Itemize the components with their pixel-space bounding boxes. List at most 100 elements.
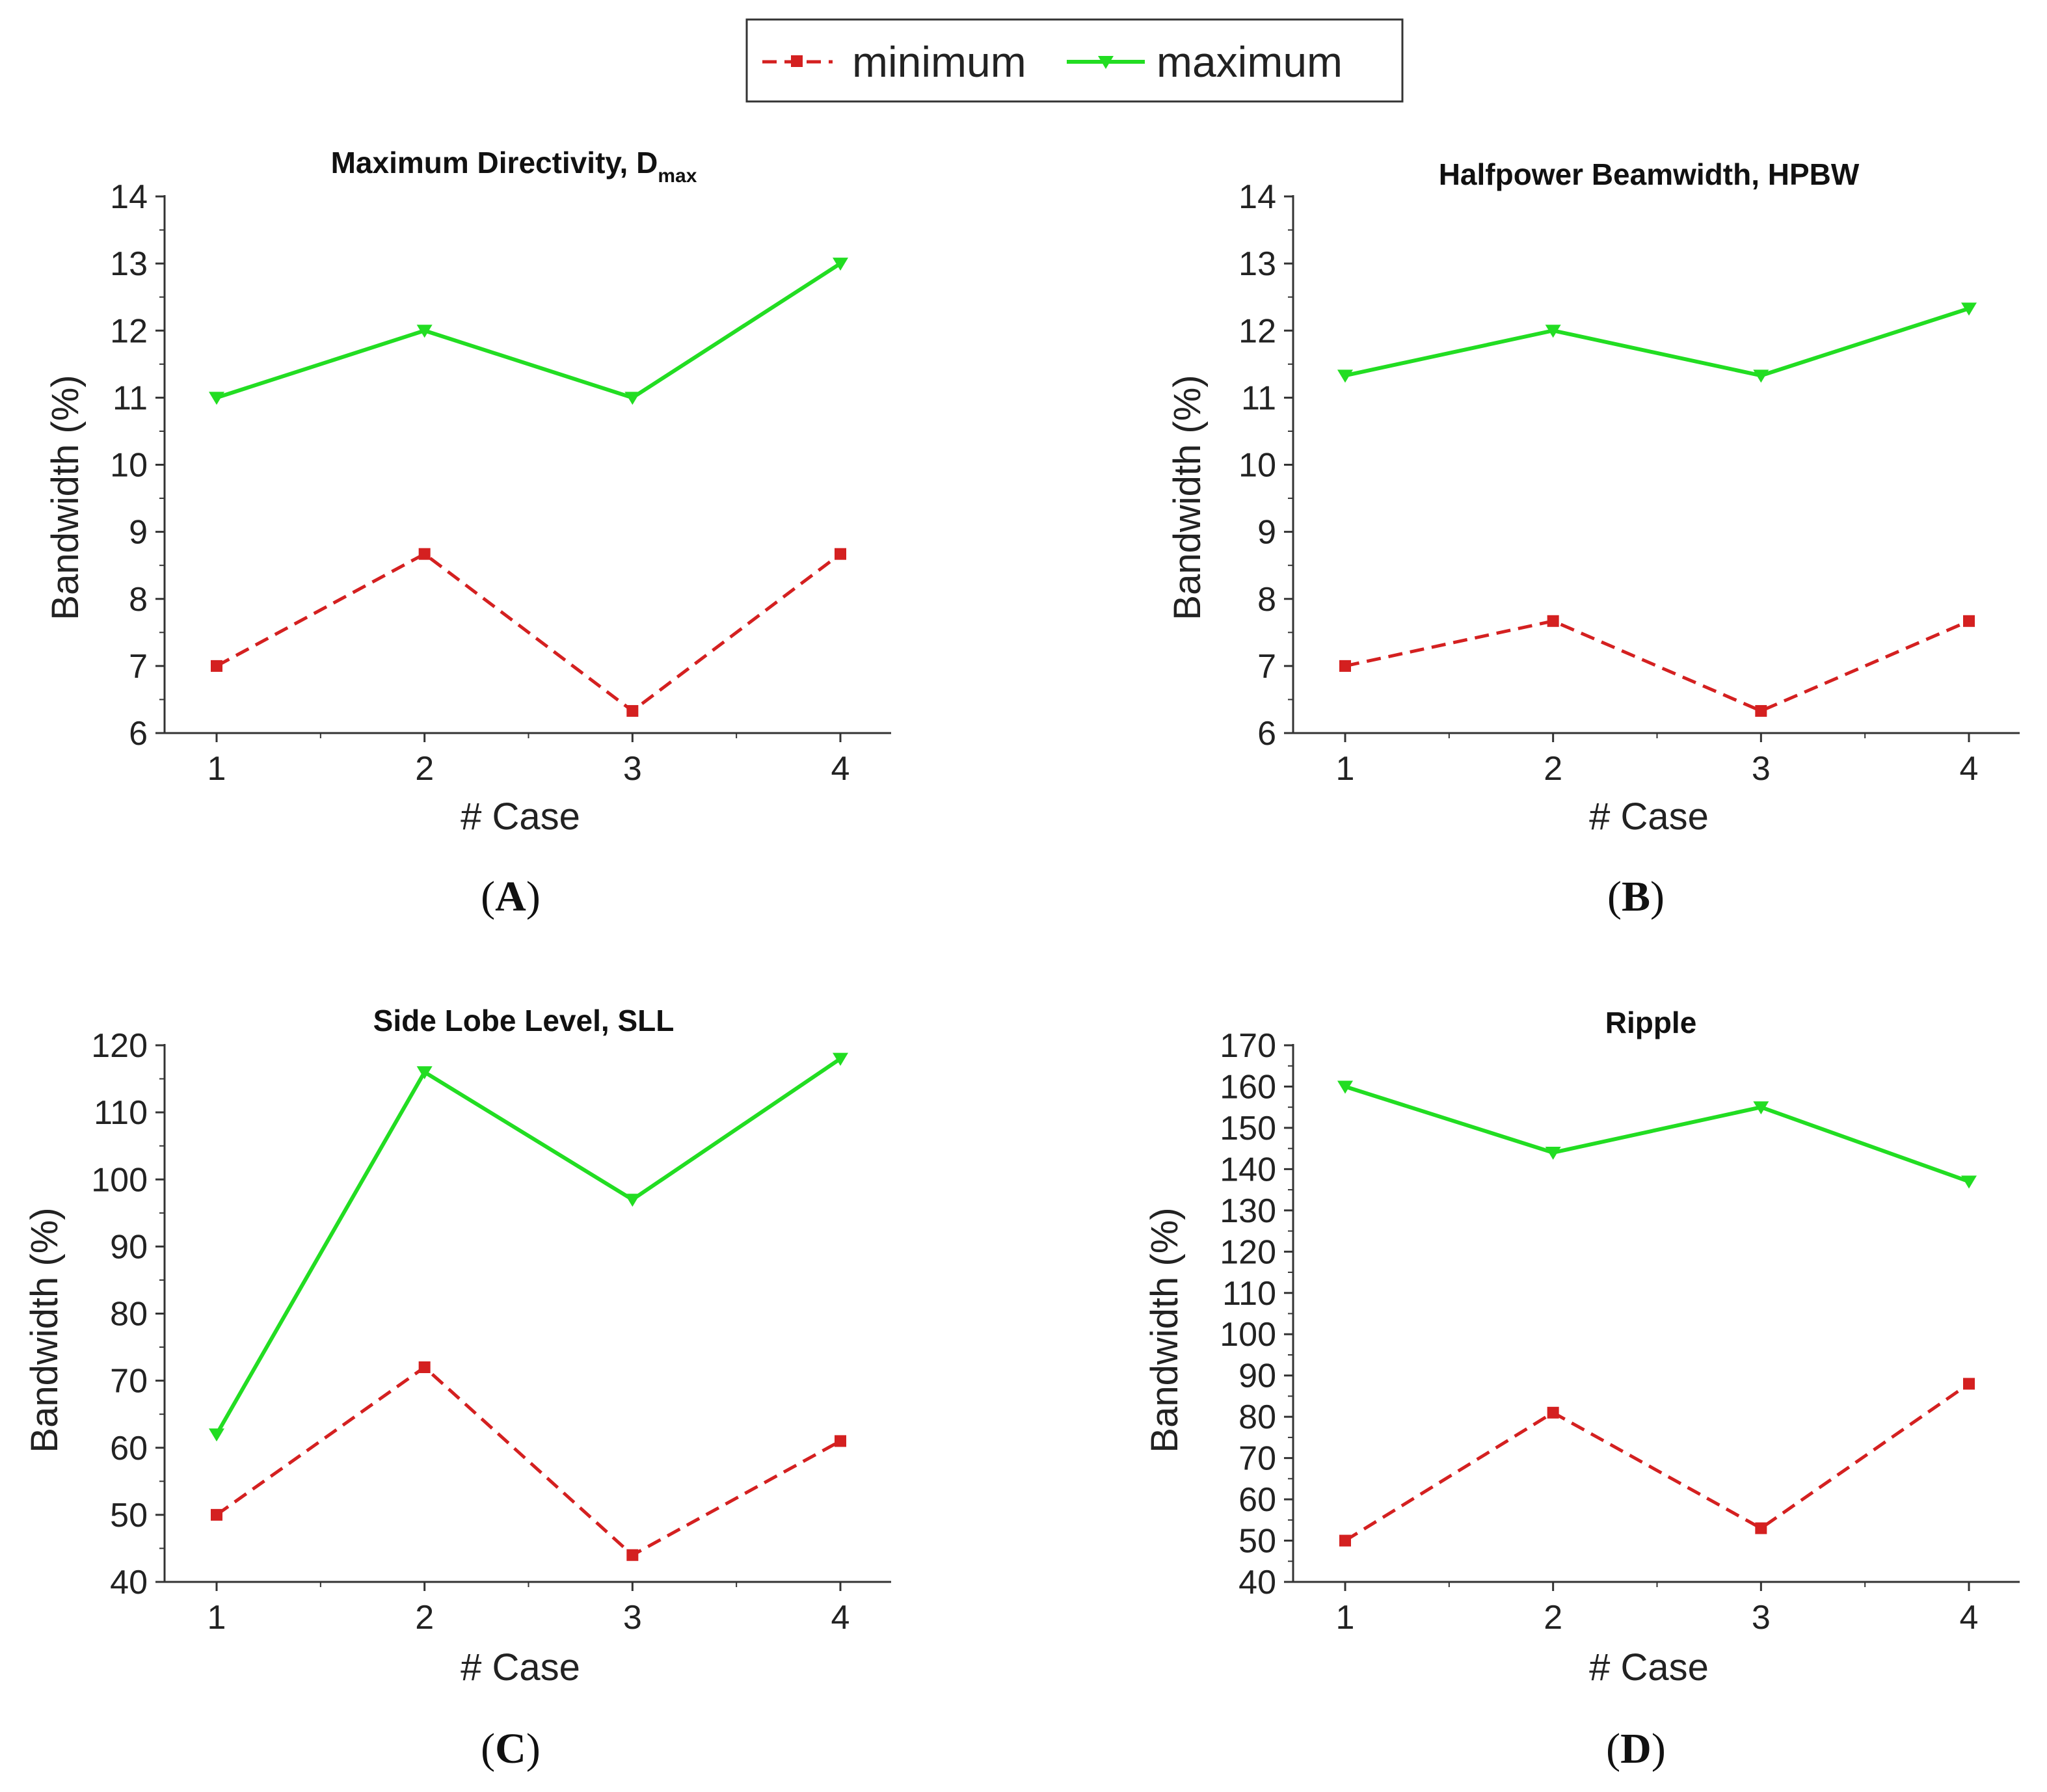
y-tick-label: 13 bbox=[1238, 245, 1276, 283]
data-point-minimum bbox=[835, 548, 846, 560]
data-point-maximum bbox=[833, 258, 848, 271]
data-point-minimum bbox=[1963, 1378, 1975, 1390]
legend-min-label: minimum bbox=[852, 38, 1026, 86]
data-point-maximum bbox=[1961, 302, 1977, 316]
x-tick-label: 3 bbox=[623, 750, 642, 788]
data-point-maximum bbox=[209, 392, 224, 405]
y-tick-label: 6 bbox=[1257, 715, 1276, 753]
y-tick-label: 120 bbox=[91, 1027, 148, 1065]
x-axis-title: # Case bbox=[1589, 796, 1709, 838]
x-tick-label: 3 bbox=[623, 1599, 642, 1637]
panel-b: Halfpower Beamwidth, HPBW 67891011121314… bbox=[1166, 157, 2020, 920]
series-line-minimum bbox=[1344, 1382, 1970, 1542]
x-tick-label: 2 bbox=[415, 1599, 434, 1637]
y-tick-label: 7 bbox=[1257, 648, 1276, 686]
y-tick-label: 11 bbox=[113, 379, 148, 417]
y-tick-label: 8 bbox=[1257, 581, 1276, 619]
chart-title: Maximum Directivity, Dmax bbox=[331, 146, 697, 187]
y-tick-label: 40 bbox=[1238, 1564, 1276, 1601]
data-point-maximum bbox=[416, 325, 433, 338]
legend-min-marker bbox=[791, 55, 803, 67]
y-tick-label: 11 bbox=[1241, 379, 1276, 417]
series-line-maximum bbox=[1345, 1084, 1970, 1184]
data-point-maximum bbox=[1337, 1080, 1353, 1094]
y-tick-label: 100 bbox=[91, 1161, 148, 1199]
data-point-maximum bbox=[1753, 369, 1769, 383]
y-tick-label: 140 bbox=[1220, 1151, 1276, 1188]
data-point-minimum bbox=[626, 704, 639, 717]
y-tick-label: 170 bbox=[1220, 1027, 1276, 1065]
y-tick-label: 10 bbox=[1238, 447, 1276, 485]
data-point-minimum bbox=[418, 1361, 431, 1373]
series-line-maximum bbox=[216, 261, 842, 400]
y-axis-title: Bandwidth (%) bbox=[1166, 375, 1209, 620]
y-tick-label: 60 bbox=[1238, 1481, 1276, 1519]
x-axis-title: # Case bbox=[461, 1646, 580, 1689]
y-tick-label: 13 bbox=[110, 245, 148, 283]
data-point-maximum bbox=[1961, 1175, 1977, 1189]
y-tick-label: 110 bbox=[94, 1094, 148, 1132]
x-axis-title: # Case bbox=[1589, 1646, 1709, 1689]
y-tick-label: 110 bbox=[1222, 1275, 1276, 1313]
x-tick-label: 3 bbox=[1752, 750, 1771, 788]
x-tick-label: 4 bbox=[1960, 750, 1979, 788]
y-tick-label: 8 bbox=[129, 581, 148, 619]
x-tick-label: 1 bbox=[1336, 1599, 1355, 1637]
panel-c: Side Lobe Level, SLL 40 50 60 70 80 90 100 110 1… bbox=[23, 1004, 891, 1772]
legend-max-label: maximum bbox=[1157, 38, 1343, 86]
x-tick-label: 1 bbox=[207, 750, 226, 788]
y-tick-label: 10 bbox=[110, 447, 148, 485]
data-point-maximum bbox=[624, 392, 641, 405]
data-point-minimum bbox=[1339, 1534, 1351, 1547]
chart-title: Side Lobe Level, SLL bbox=[373, 1004, 675, 1037]
y-tick-label: 100 bbox=[1220, 1316, 1276, 1354]
y-tick-label: 160 bbox=[1220, 1068, 1276, 1106]
y-axis-title: Bandwidth (%) bbox=[1144, 1207, 1186, 1452]
x-tick-label: 1 bbox=[207, 1599, 226, 1637]
data-point-maximum bbox=[833, 1052, 848, 1066]
data-point-minimum bbox=[211, 1508, 222, 1521]
x-axis-title: # Case bbox=[461, 796, 580, 838]
data-point-maximum bbox=[1753, 1101, 1769, 1115]
series-line-minimum bbox=[215, 1365, 842, 1557]
y-tick-label: 50 bbox=[110, 1497, 148, 1534]
x-tick-label: 4 bbox=[1960, 1599, 1979, 1637]
x-tick-label: 2 bbox=[1544, 1599, 1562, 1637]
y-tick-label: 150 bbox=[1220, 1110, 1276, 1147]
panel-label: (B) bbox=[1607, 873, 1665, 920]
y-tick-label: 40 bbox=[110, 1564, 148, 1601]
y-tick-label: 6 bbox=[129, 715, 148, 753]
x-tick-label: 3 bbox=[1752, 1599, 1771, 1637]
data-point-minimum bbox=[1963, 615, 1975, 627]
panel-label: (C) bbox=[481, 1725, 541, 1772]
data-point-maximum bbox=[1337, 369, 1353, 383]
data-point-maximum bbox=[1545, 325, 1561, 338]
x-tick-label: 2 bbox=[415, 750, 434, 788]
data-point-minimum bbox=[626, 1549, 639, 1561]
data-point-minimum bbox=[1339, 660, 1351, 672]
y-tick-label: 120 bbox=[1220, 1233, 1276, 1271]
data-point-minimum bbox=[1547, 615, 1559, 627]
y-axis-title: Bandwidth (%) bbox=[44, 375, 87, 620]
y-tick-label: 130 bbox=[1220, 1192, 1276, 1230]
series-line-minimum bbox=[1345, 619, 1970, 713]
data-point-minimum bbox=[1755, 1522, 1767, 1534]
y-tick-label: 60 bbox=[110, 1430, 148, 1467]
chart-title: Ripple bbox=[1605, 1006, 1697, 1039]
panel-label: (A) bbox=[481, 873, 541, 920]
y-tick-label: 90 bbox=[110, 1228, 148, 1266]
data-point-minimum bbox=[835, 1435, 846, 1447]
x-tick-label: 1 bbox=[1336, 750, 1355, 788]
x-tick-label: 2 bbox=[1544, 750, 1562, 788]
y-tick-label: 70 bbox=[110, 1363, 148, 1400]
y-tick-label: 9 bbox=[129, 514, 148, 552]
panel-label: (D) bbox=[1606, 1725, 1666, 1772]
panel-a: Maximum Directivity, Dmax 67891011121314… bbox=[44, 146, 891, 920]
y-tick-label: 80 bbox=[1238, 1398, 1276, 1436]
y-tick-label: 50 bbox=[1238, 1523, 1276, 1560]
legend: minimum maximum bbox=[745, 18, 1404, 103]
data-point-minimum bbox=[1755, 704, 1767, 717]
data-point-minimum bbox=[211, 660, 222, 672]
